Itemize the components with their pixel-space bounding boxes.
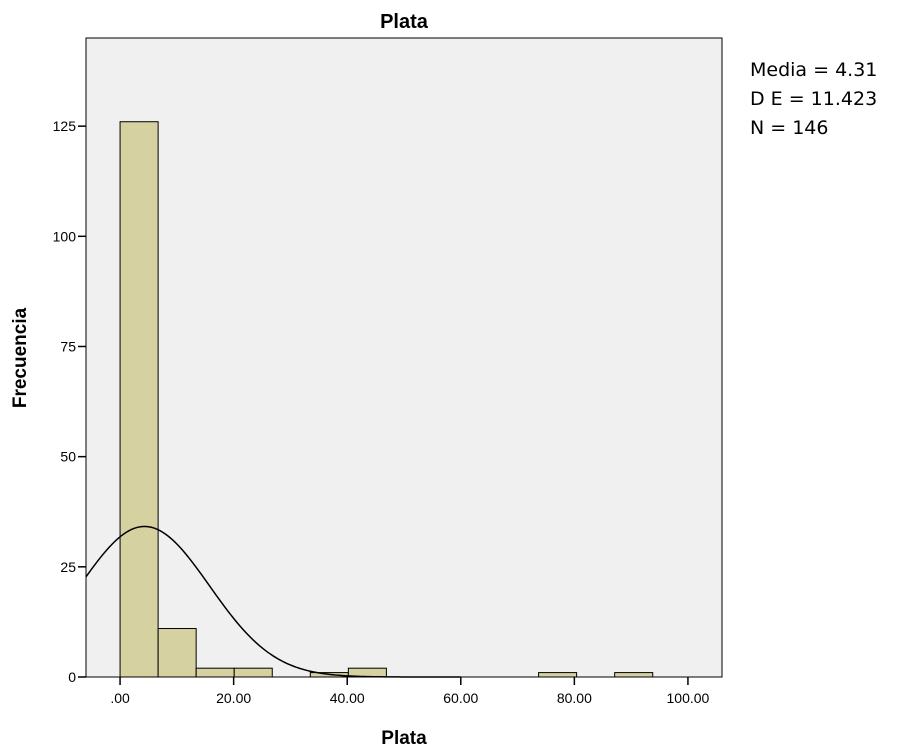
summary-statistics: Media = 4.31 D E = 11.423 N = 146 bbox=[750, 56, 877, 143]
y-tick-label: 100 bbox=[53, 228, 77, 244]
histogram-bar bbox=[614, 672, 654, 678]
chart-title: Plata bbox=[380, 11, 429, 33]
normal-curve bbox=[85, 525, 461, 678]
x-tick-label: 20.00 bbox=[216, 690, 251, 706]
plot-area bbox=[85, 37, 723, 678]
y-tick-label: 125 bbox=[53, 118, 77, 134]
stat-mean: Media = 4.31 bbox=[750, 59, 878, 81]
stat-std-dev: D E = 11.423 bbox=[750, 88, 878, 110]
y-tick-label: 50 bbox=[60, 449, 76, 465]
y-tick-label: 0 bbox=[68, 669, 76, 685]
x-tick-label: .00 bbox=[110, 690, 130, 706]
x-axis-label: Plata bbox=[381, 728, 427, 749]
histogram-bar bbox=[195, 667, 235, 678]
x-tick-label: 100.00 bbox=[667, 690, 710, 706]
histogram-bar bbox=[233, 667, 273, 678]
stat-count: N = 146 bbox=[750, 117, 829, 139]
x-tick-label: 80.00 bbox=[557, 690, 592, 706]
histogram-bar bbox=[119, 121, 159, 678]
x-tick-label: 40.00 bbox=[330, 690, 365, 706]
histogram-bar bbox=[157, 628, 197, 678]
y-tick-label: 25 bbox=[60, 559, 76, 575]
x-tick-label: 60.00 bbox=[443, 690, 478, 706]
y-tick-label: 75 bbox=[60, 338, 76, 354]
y-axis-label: Frecuencia bbox=[10, 307, 31, 408]
histogram-bar bbox=[538, 672, 578, 678]
